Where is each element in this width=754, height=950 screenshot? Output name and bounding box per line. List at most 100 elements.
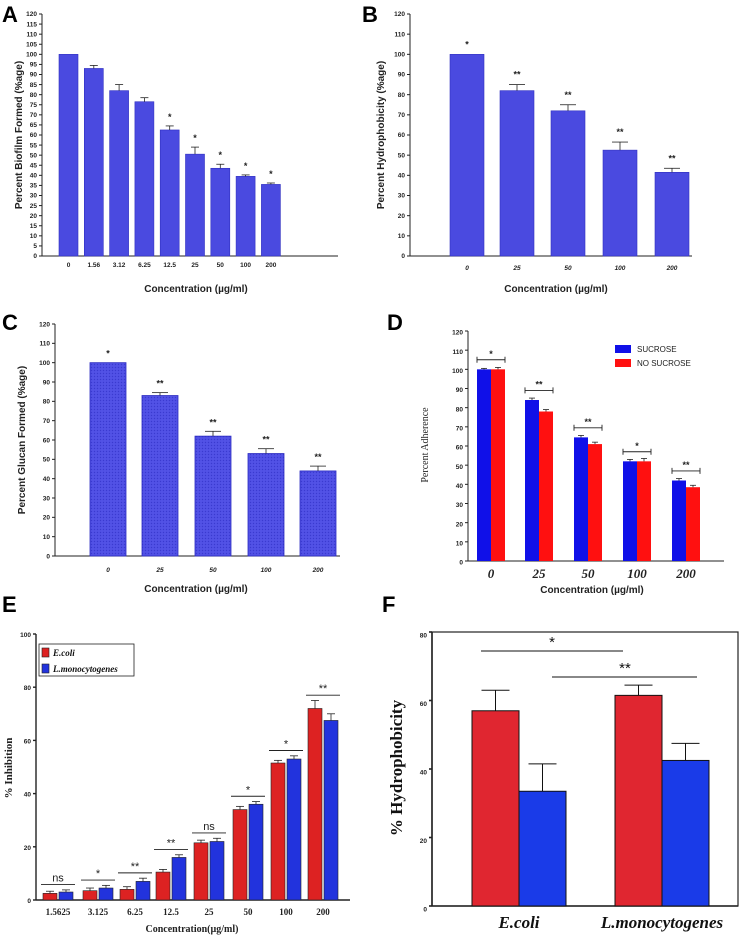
bar — [261, 184, 281, 257]
y-tick-label: 0 — [401, 253, 405, 260]
y-tick-label: 85 — [30, 82, 38, 89]
y-tick-label: 80 — [398, 92, 406, 99]
x-tick-label: 6.25 — [138, 262, 151, 269]
y-tick-label: 0 — [27, 898, 31, 905]
bar-no-sucrose — [588, 444, 602, 561]
significance-label: ** — [209, 417, 217, 427]
y-tick-label: 75 — [30, 102, 38, 109]
x-axis-label: Concentration (µg/ml) — [144, 584, 248, 595]
y-tick-label: 70 — [398, 112, 406, 119]
bar-ecoli — [155, 871, 171, 901]
y-tick-label: 40 — [24, 792, 32, 799]
y-tick-label: 50 — [43, 457, 51, 464]
y-tick-label: 10 — [30, 233, 38, 240]
chart-panel-a: 0 5 10 15 20 25 30 35 40 45 50 55 60 65 70 75 80 85 90 95 10… — [14, 11, 338, 295]
significance-label: ** — [668, 153, 676, 163]
x-tick-label: 50 — [209, 567, 217, 574]
y-axis-label: Percent Biofilm Formed (%age) — [14, 61, 25, 209]
bar-ecoli — [42, 893, 58, 901]
y-tick-label: 60 — [43, 437, 51, 444]
significance-label: ** — [167, 837, 176, 849]
panel-letter-a: A — [2, 2, 18, 27]
y-tick-label: 50 — [456, 464, 464, 471]
y-tick-label: 60 — [398, 132, 406, 139]
panel-letter-f: F — [382, 592, 395, 617]
significance-label: * — [246, 784, 251, 796]
y-tick-label: 45 — [30, 162, 38, 169]
x-tick-label: 200 — [312, 567, 324, 574]
y-tick-label: 40 — [398, 173, 406, 180]
y-tick-label: 25 — [30, 203, 38, 210]
legend-box — [38, 643, 135, 677]
bar-no-sucrose — [686, 487, 700, 561]
significance-label: ** — [156, 379, 164, 389]
y-tick-label: 0 — [46, 553, 50, 560]
x-axis-label: Concentration(µg/ml) — [146, 924, 239, 935]
significance-label: ** — [314, 452, 322, 462]
bar — [449, 54, 485, 257]
bar-blue — [661, 759, 710, 907]
bar-sucrose — [477, 369, 491, 561]
x-tick-label: 25 — [205, 907, 215, 917]
y-tick-label: 20 — [24, 845, 32, 852]
bar — [194, 435, 232, 557]
y-tick-label: 120 — [26, 11, 37, 18]
bar-l-monocytogenes — [323, 720, 339, 901]
bar-l-monocytogenes — [209, 841, 225, 901]
significance-label: ** — [584, 417, 592, 427]
bar-sucrose — [525, 400, 539, 561]
x-tick-label: 0 — [488, 566, 495, 581]
y-tick-label: 0 — [423, 906, 427, 913]
bar-ecoli — [193, 842, 209, 901]
y-tick-label: 120 — [394, 11, 405, 18]
panel-letter-b: B — [362, 2, 378, 27]
y-tick-label: 20 — [420, 838, 428, 845]
significance-label: ** — [131, 861, 140, 873]
significance-label: * — [269, 169, 273, 179]
x-tick-label: 100 — [279, 907, 293, 917]
legend-label: L.monocytogenes — [52, 664, 118, 674]
x-tick-label: 200 — [666, 265, 678, 272]
y-tick-label: 110 — [27, 31, 38, 38]
y-tick-label: 100 — [452, 368, 463, 375]
panel-letter-e: E — [2, 592, 17, 617]
y-tick-label: 10 — [456, 541, 464, 548]
x-tick-label: 0 — [67, 262, 71, 269]
y-tick-label: 60 — [420, 701, 428, 708]
legend-swatch — [615, 345, 631, 353]
y-tick-label: 90 — [43, 379, 51, 386]
significance-label: * — [244, 161, 248, 171]
y-axis-label: Percent Hydrophobicity (%age) — [376, 61, 387, 209]
bar-ecoli — [232, 809, 248, 901]
bar-no-sucrose — [491, 369, 505, 561]
x-tick-label: 100 — [615, 265, 626, 272]
y-tick-label: 50 — [30, 152, 38, 159]
y-tick-label: 90 — [398, 72, 406, 79]
y-tick-label: 80 — [420, 632, 428, 639]
y-tick-label: 30 — [398, 193, 406, 200]
x-tick-label: 12.5 — [163, 907, 179, 917]
y-tick-label: 55 — [30, 142, 38, 149]
y-tick-label: 95 — [30, 62, 38, 69]
significance-label: * — [193, 133, 197, 143]
significance-label: * — [96, 868, 101, 880]
x-tick-label: 200 — [265, 262, 276, 269]
y-tick-label: 0 — [459, 560, 463, 567]
chart-panel-e: 020406080100ns1.5625*3.125**6.25**12.5ns… — [3, 632, 350, 935]
x-tick-label: 25 — [532, 566, 547, 581]
bar-ecoli — [270, 762, 286, 901]
y-tick-label: 110 — [395, 31, 406, 38]
significance-label: ** — [564, 90, 572, 100]
x-tick-label: 200 — [675, 566, 696, 581]
y-tick-label: 20 — [456, 521, 464, 528]
bar-no-sucrose — [539, 411, 553, 561]
y-axis-label: Percent Glucan Formed (%age) — [17, 366, 28, 514]
y-axis-label: % Inhibition — [3, 738, 15, 799]
y-tick-label: 80 — [43, 399, 51, 406]
y-tick-label: 90 — [30, 72, 38, 79]
y-axis-label: Percent Adherence — [420, 407, 431, 483]
legend-swatch — [41, 647, 50, 658]
x-tick-label: 25 — [191, 262, 199, 269]
significance-label: ** — [682, 460, 690, 470]
y-tick-label: 40 — [420, 769, 428, 776]
